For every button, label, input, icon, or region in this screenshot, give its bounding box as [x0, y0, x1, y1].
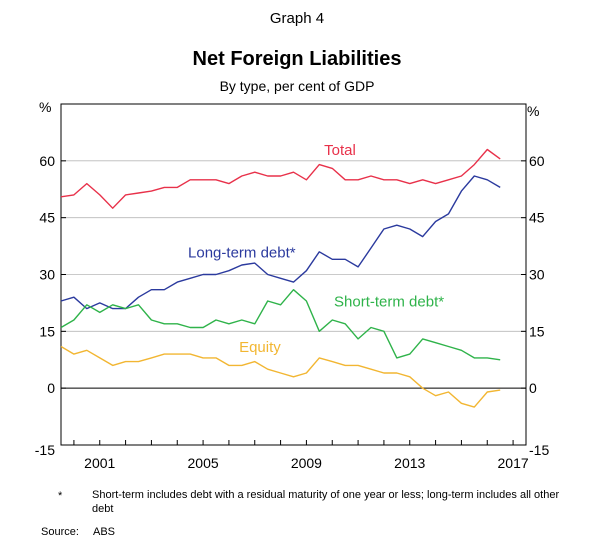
- y-tick-label-right: 60: [529, 153, 545, 169]
- graph-number-label: Graph 4: [269, 10, 325, 27]
- line-chart: -15 -15 0 0 15 15 30 30 45 45 60 60% % 2001 2005 2009 20…: [35, 99, 550, 471]
- y-tick-label-left: 45: [39, 210, 55, 226]
- series-label-total: Total: [324, 142, 356, 159]
- y-tick-label-right: 15: [529, 323, 545, 339]
- y-tick-label-right: 45: [529, 210, 545, 226]
- y-tick-label-left: 60: [39, 153, 55, 169]
- x-tick-label: 2013: [394, 455, 425, 471]
- series-line-long-term-debt: [60, 175, 501, 310]
- footnote-marker: *: [58, 490, 63, 502]
- series-label-equity: Equity: [239, 339, 281, 356]
- y-tick-label-right: -15: [529, 442, 549, 458]
- y-tick-label-left: 15: [39, 323, 55, 339]
- y-tick-label-right: 30: [529, 267, 545, 283]
- source-note: Source: ABS: [41, 526, 115, 538]
- series-line-short-term-debt: [60, 289, 501, 361]
- chart-subtitle: By type, per cent of GDP: [219, 78, 375, 94]
- series-line-total: [60, 148, 501, 209]
- y-tick-label-right: 0: [529, 380, 537, 396]
- y-tick-label-left: 0: [47, 380, 55, 396]
- y-tick-label-left: -15: [35, 442, 55, 458]
- source-value: ABS: [93, 526, 116, 538]
- y-tick-label-left: 30: [39, 267, 55, 283]
- chart-title: Net Foreign Liabilities: [192, 48, 402, 70]
- source-label: Source:: [41, 526, 79, 538]
- y-unit-left: %: [39, 99, 51, 115]
- series-line-equity: [60, 345, 501, 408]
- x-tick-label: 2001: [84, 455, 115, 471]
- y-unit-right: %: [527, 103, 539, 119]
- series-label-short-term-debt: Short-term debt*: [334, 294, 444, 311]
- x-tick-label: 2017: [498, 455, 529, 471]
- footnote-text: Short-term includes debt with a residual…: [92, 489, 560, 515]
- x-tick-label: 2005: [188, 455, 219, 471]
- x-tick-label: 2009: [291, 455, 322, 471]
- series-label-long-term-debt: Long-term debt*: [188, 244, 296, 261]
